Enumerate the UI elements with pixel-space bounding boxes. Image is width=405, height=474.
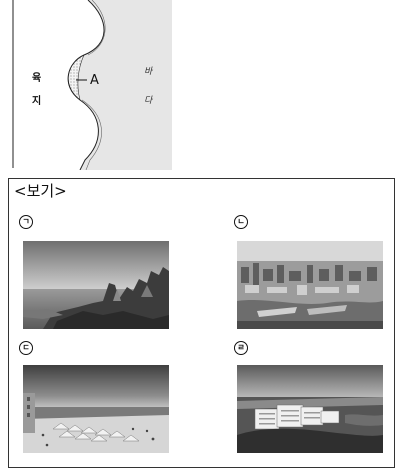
bogi-box: <보기> ㄱ ㄴ	[8, 178, 395, 468]
seaside-resort-photo	[237, 365, 383, 453]
sea-area	[68, 0, 172, 170]
sea-label-2: 다	[144, 96, 153, 106]
wave-line	[81, 0, 106, 170]
land-label-1: 육	[32, 73, 42, 84]
bogi-title: <보기>	[14, 182, 67, 200]
sea-label-1: 바	[144, 67, 153, 77]
coastline-diagram: 육 지 A 바 다	[10, 0, 172, 170]
item-marker-2: ㄴ	[234, 215, 248, 229]
item-marker-4: ㄹ	[234, 341, 248, 355]
coastline-map	[12, 0, 172, 170]
point-label-a: A	[90, 73, 99, 88]
rocky-coast-photo	[23, 241, 169, 329]
harbor-city-photo	[237, 241, 383, 329]
land-label-2: 지	[32, 96, 42, 107]
sandy-beach-photo	[23, 365, 169, 453]
coastline	[67, 0, 105, 170]
item-marker-3: ㄷ	[19, 341, 33, 355]
item-marker-1: ㄱ	[19, 215, 33, 229]
